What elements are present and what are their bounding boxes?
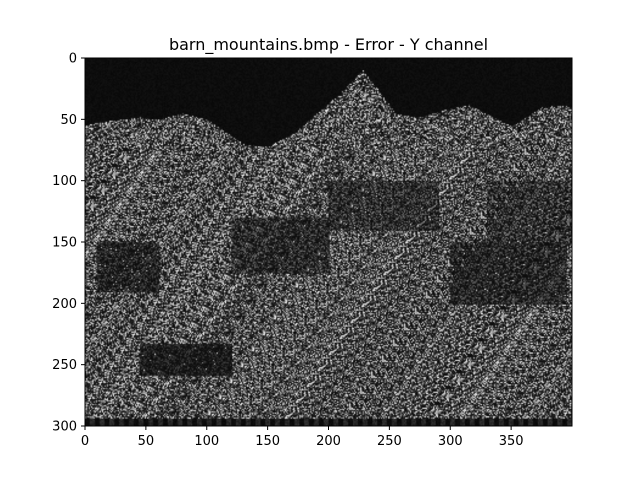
y-tick-label: 250 [52,358,77,373]
y-tick-label: 150 [52,236,77,251]
y-tick-label: 100 [52,174,77,189]
y-axis: 0 50 100 150 200 250 300 [52,52,85,435]
x-tick-label: 250 [377,434,402,449]
plot-area [84,57,573,427]
chart-title: barn_mountains.bmp - Error - Y channel [169,35,488,55]
x-tick-label: 200 [316,434,341,449]
error-image [85,58,572,426]
x-axis: 0 50 100 150 200 250 300 350 [81,426,524,449]
x-tick-label: 350 [499,434,524,449]
x-tick-label: 300 [438,434,463,449]
y-tick-label: 300 [52,420,77,435]
y-tick-label: 200 [52,297,77,312]
y-tick-label: 50 [60,113,77,128]
x-tick-label: 150 [255,434,280,449]
x-tick-label: 50 [138,434,155,449]
y-tick-label: 0 [69,52,77,67]
x-tick-label: 0 [81,434,89,449]
x-tick-label: 100 [194,434,219,449]
